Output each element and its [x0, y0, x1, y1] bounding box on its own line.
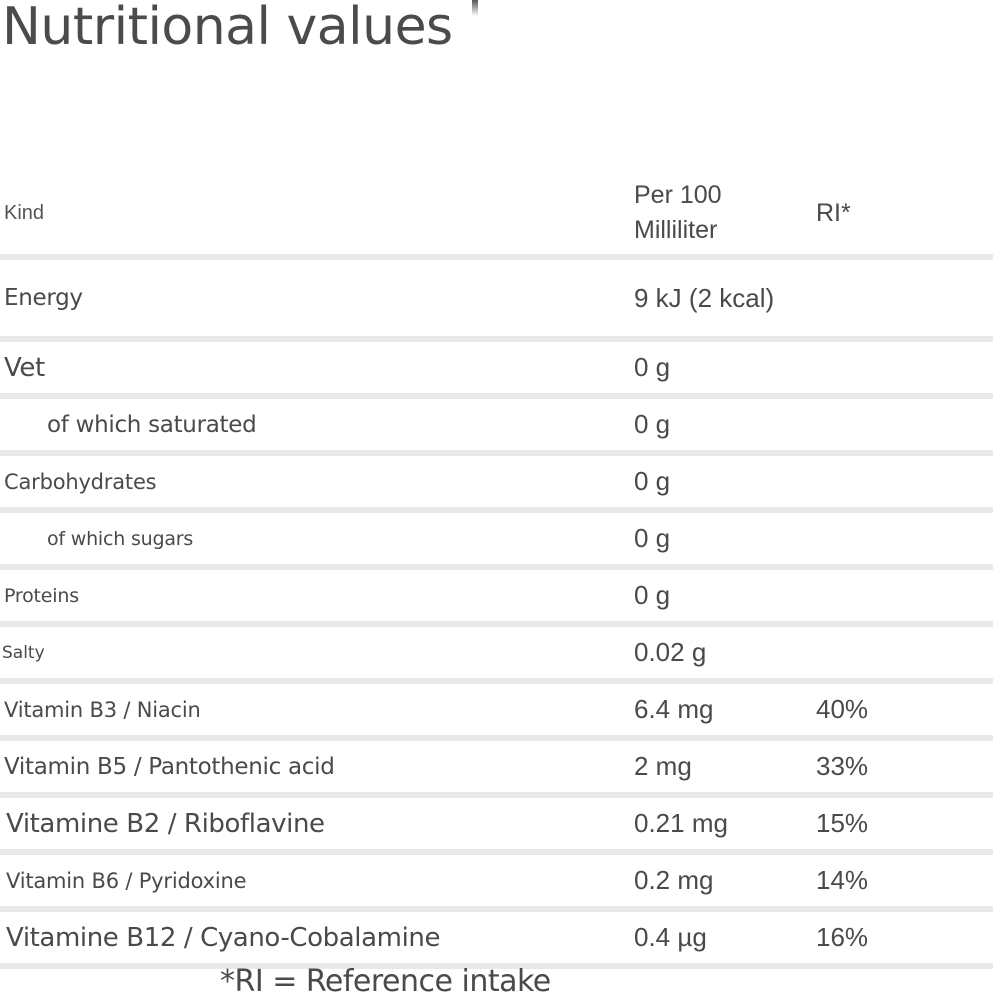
table-row-vitamin-b2: Vitamine B2 / Riboflavine 0.21 mg 15% [0, 798, 993, 849]
kind-cell: of which saturated [47, 411, 257, 438]
ri-cell: 14% [816, 865, 869, 895]
amount-cell: 0.02 g [634, 637, 707, 667]
decorative-mark [472, 0, 478, 16]
amount-cell: 0 g [634, 466, 671, 496]
row-divider [0, 564, 993, 570]
kind-cell: Vitamine B2 / Riboflavine [6, 808, 325, 839]
table-row-fat: Vet 0 g [0, 342, 993, 393]
amount-cell: 0 g [634, 352, 671, 382]
amount-cell: 9 kJ (2 kcal) [634, 282, 775, 313]
kind-cell: of which sugars [47, 527, 194, 550]
kind-cell: Vitamin B6 / Pyridoxine [6, 868, 247, 893]
amount-cell: 0.2 mg [634, 865, 714, 895]
table-row-proteins: Proteins 0 g [0, 570, 993, 621]
row-divider [0, 963, 993, 969]
row-divider [0, 735, 993, 741]
amount-cell: 6.4 mg [634, 694, 714, 724]
header-kind: Kind [4, 201, 45, 224]
ri-cell: 16% [816, 922, 869, 952]
amount-cell: 0.4 µg [634, 922, 707, 952]
footnote: *RI = Reference intake [220, 964, 551, 999]
header-ri: RI* [816, 198, 851, 227]
table-row-salt: Salty 0.02 g [0, 627, 993, 678]
row-divider [0, 336, 993, 342]
header-amount: Per 100 Milliliter [634, 181, 722, 244]
kind-cell: Energy [4, 285, 83, 311]
kind-cell: Vitamin B5 / Pantothenic acid [4, 753, 335, 780]
nutrition-table: Kind Per 100 Milliliter RI* Energy 9 kJ … [0, 172, 993, 969]
row-divider [0, 450, 993, 456]
kind-cell: Carbohydrates [4, 469, 157, 494]
amount-cell: 0 g [634, 409, 671, 439]
row-divider [0, 393, 993, 399]
kind-cell: Vitamin B3 / Niacin [4, 697, 201, 722]
amount-cell: 0.21 mg [634, 808, 728, 838]
table-row-vitamin-b5: Vitamin B5 / Pantothenic acid 2 mg 33% [0, 741, 993, 792]
kind-cell: Proteins [4, 584, 79, 607]
row-divider [0, 254, 993, 260]
table-row-vitamin-b12: Vitamine B12 / Cyano-Cobalamine 0.4 µg 1… [0, 912, 993, 963]
row-divider [0, 621, 993, 627]
amount-cell: 0 g [634, 580, 671, 610]
table-row-vitamin-b6: Vitamin B6 / Pyridoxine 0.2 mg 14% [0, 855, 993, 906]
table-row-vitamin-b3: Vitamin B3 / Niacin 6.4 mg 40% [0, 684, 993, 735]
table-row-saturated: of which saturated 0 g [0, 399, 993, 450]
page-title: Nutritional values [2, 0, 453, 57]
kind-cell: Vet [4, 352, 45, 383]
kind-cell: Vitamine B12 / Cyano-Cobalamine [6, 922, 441, 953]
table-row-energy: Energy 9 kJ (2 kcal) [0, 260, 993, 336]
amount-cell: 2 mg [634, 751, 692, 781]
table-header-row: Kind Per 100 Milliliter RI* [0, 172, 993, 254]
ri-cell: 40% [816, 694, 869, 724]
table-row-sugars: of which sugars 0 g [0, 513, 993, 564]
ri-cell: 15% [816, 808, 869, 838]
kind-cell: Salty [2, 642, 45, 663]
amount-cell: 0 g [634, 523, 671, 553]
table-row-carbohydrates: Carbohydrates 0 g [0, 456, 993, 507]
ri-cell: 33% [816, 751, 869, 781]
row-divider [0, 507, 993, 513]
row-divider [0, 678, 993, 684]
row-divider [0, 906, 993, 912]
row-divider [0, 849, 993, 855]
row-divider [0, 792, 993, 798]
